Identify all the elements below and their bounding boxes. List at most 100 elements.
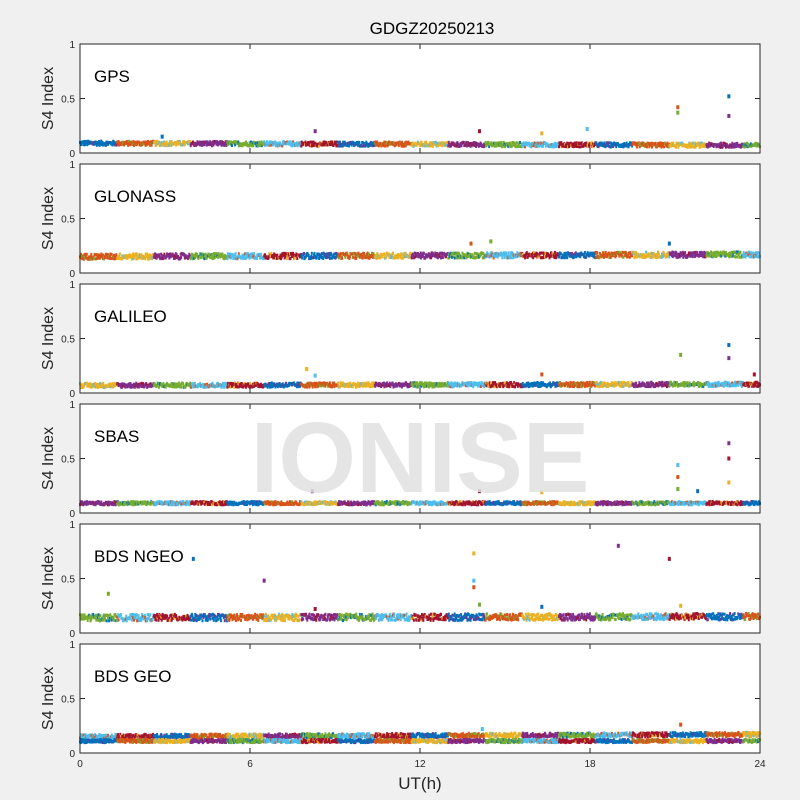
data-point bbox=[428, 253, 431, 257]
data-point bbox=[339, 252, 342, 256]
data-point bbox=[530, 145, 533, 149]
data-point bbox=[232, 383, 235, 387]
data-point bbox=[455, 144, 458, 148]
data-point bbox=[170, 140, 173, 144]
data-point bbox=[596, 251, 599, 255]
data-point bbox=[724, 383, 727, 387]
data-point bbox=[572, 380, 575, 384]
data-point bbox=[598, 385, 601, 389]
data-point bbox=[725, 380, 728, 384]
data-point bbox=[425, 140, 428, 144]
data-point bbox=[626, 383, 629, 387]
data-point bbox=[307, 253, 310, 257]
data-point bbox=[323, 252, 326, 256]
data-point bbox=[202, 140, 205, 144]
data-point bbox=[576, 145, 579, 149]
data-point bbox=[715, 254, 718, 258]
data-point bbox=[620, 383, 623, 387]
data-point bbox=[147, 139, 150, 143]
data-point bbox=[270, 251, 273, 255]
data-point bbox=[508, 385, 511, 389]
data-point bbox=[526, 255, 529, 259]
data-point bbox=[512, 256, 515, 260]
data-point bbox=[212, 142, 215, 146]
data-point bbox=[569, 252, 572, 256]
data-point bbox=[275, 143, 278, 147]
data-point bbox=[602, 251, 605, 255]
data-point bbox=[505, 251, 508, 255]
data-point bbox=[540, 251, 543, 255]
data-point bbox=[734, 380, 737, 384]
data-point bbox=[431, 254, 434, 258]
data-point bbox=[188, 141, 191, 145]
panel-background bbox=[80, 404, 760, 513]
data-point bbox=[223, 384, 226, 388]
data-point bbox=[457, 143, 460, 147]
data-point bbox=[501, 256, 504, 260]
y-tick-label: 0.5 bbox=[61, 95, 75, 106]
data-point bbox=[416, 251, 419, 255]
data-point bbox=[388, 381, 391, 385]
data-point bbox=[447, 252, 450, 256]
data-point bbox=[108, 256, 111, 260]
data-point bbox=[336, 252, 339, 256]
data-point bbox=[712, 145, 715, 149]
data-point bbox=[295, 385, 298, 389]
data-point bbox=[321, 252, 324, 256]
data-point bbox=[673, 252, 676, 256]
data-point bbox=[422, 251, 425, 255]
data-point bbox=[590, 141, 593, 145]
data-point bbox=[178, 139, 181, 143]
data-point bbox=[368, 143, 371, 147]
data-point bbox=[419, 253, 422, 257]
data-point bbox=[352, 255, 355, 259]
data-point bbox=[431, 144, 434, 148]
data-point bbox=[559, 252, 562, 256]
data-point bbox=[449, 251, 452, 255]
data-point bbox=[96, 383, 99, 387]
data-point bbox=[744, 145, 747, 149]
data-point bbox=[361, 256, 364, 260]
data-point bbox=[333, 381, 336, 385]
data-point bbox=[732, 254, 735, 258]
data-point bbox=[644, 255, 647, 259]
data-point bbox=[245, 142, 248, 146]
y-tick-label: 1 bbox=[69, 280, 75, 291]
data-point bbox=[197, 502, 200, 506]
data-point bbox=[285, 257, 288, 261]
data-point bbox=[646, 145, 649, 149]
panel-data-points bbox=[79, 239, 761, 261]
data-point bbox=[299, 140, 302, 144]
data-point bbox=[421, 254, 424, 258]
data-point bbox=[675, 381, 678, 385]
data-point bbox=[509, 254, 512, 258]
data-point bbox=[537, 142, 540, 146]
data-point bbox=[83, 256, 86, 260]
data-point bbox=[375, 256, 378, 260]
data-point bbox=[312, 144, 315, 148]
data-point bbox=[558, 381, 561, 385]
data-point bbox=[338, 140, 341, 144]
data-point bbox=[244, 500, 247, 504]
data-point bbox=[319, 384, 322, 388]
data-point bbox=[306, 143, 309, 147]
data-point bbox=[731, 141, 734, 145]
data-point bbox=[563, 384, 566, 388]
data-point bbox=[383, 140, 386, 144]
data-point bbox=[507, 144, 510, 148]
data-point bbox=[490, 254, 493, 258]
data-point bbox=[431, 382, 434, 386]
data-point bbox=[276, 253, 279, 257]
data-point bbox=[330, 253, 333, 257]
data-point bbox=[533, 251, 536, 255]
data-point bbox=[661, 144, 664, 148]
data-point bbox=[679, 251, 682, 255]
data-point bbox=[735, 252, 738, 256]
data-point bbox=[703, 252, 706, 256]
data-point bbox=[132, 141, 135, 145]
data-point bbox=[272, 256, 275, 260]
data-point bbox=[221, 252, 224, 256]
data-point bbox=[100, 500, 103, 504]
